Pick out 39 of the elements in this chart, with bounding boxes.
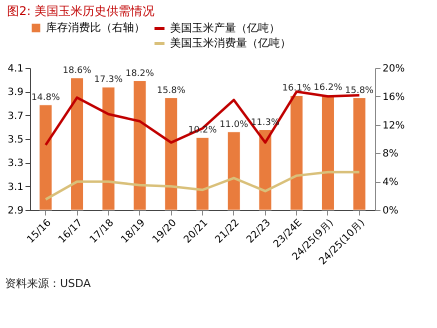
bar [227,132,240,210]
bar [70,78,84,210]
y-tick-label: 3.5 [8,134,24,146]
data-label: 16.2% [314,82,343,93]
bar [321,94,334,210]
data-label: 17.3% [94,75,124,86]
y-tick-label: 3.3 [8,158,24,170]
data-label: 15.8% [345,86,374,96]
y2-tick-label: 12% [382,120,405,132]
legend-label: 美国玉米消费量（亿吨） [170,36,291,50]
data-label: 15.8% [156,86,186,96]
data-label: 14.8% [31,92,60,103]
text: 资料来源：USDA [5,277,92,290]
y-tick-label: 3.7 [8,110,24,122]
y2-tick-label: 8% [382,148,398,160]
data-label: 18.2% [125,68,155,79]
bar [352,98,366,210]
data-label: 16.1% [282,84,312,94]
data-label: 18.6% [62,66,92,76]
bar [39,104,52,210]
y2-tick-label: 20% [382,64,405,74]
bar [196,137,210,210]
y2-tick-label: 16% [382,92,405,103]
y-tick-label: 3.9 [8,87,24,98]
legend-label: 美国玉米产量（亿吨） [170,22,280,34]
y-tick-label: 3.1 [8,182,24,193]
legend-label: 库存消费比（右轴） [46,21,145,34]
chart-title: 图2: 美国玉米历史供需情况 [7,4,155,18]
y2-tick-label: 0% [382,206,398,216]
y-tick-label: 4.1 [8,64,24,74]
bar [290,95,304,210]
y2-tick-label: 4% [382,177,398,188]
bar [164,98,178,210]
bar [102,86,115,210]
data-label: 11.0% [220,120,249,130]
bar [258,130,272,210]
y-tick-label: 2.9 [8,206,24,216]
bar [133,80,146,210]
line-series [44,170,361,201]
